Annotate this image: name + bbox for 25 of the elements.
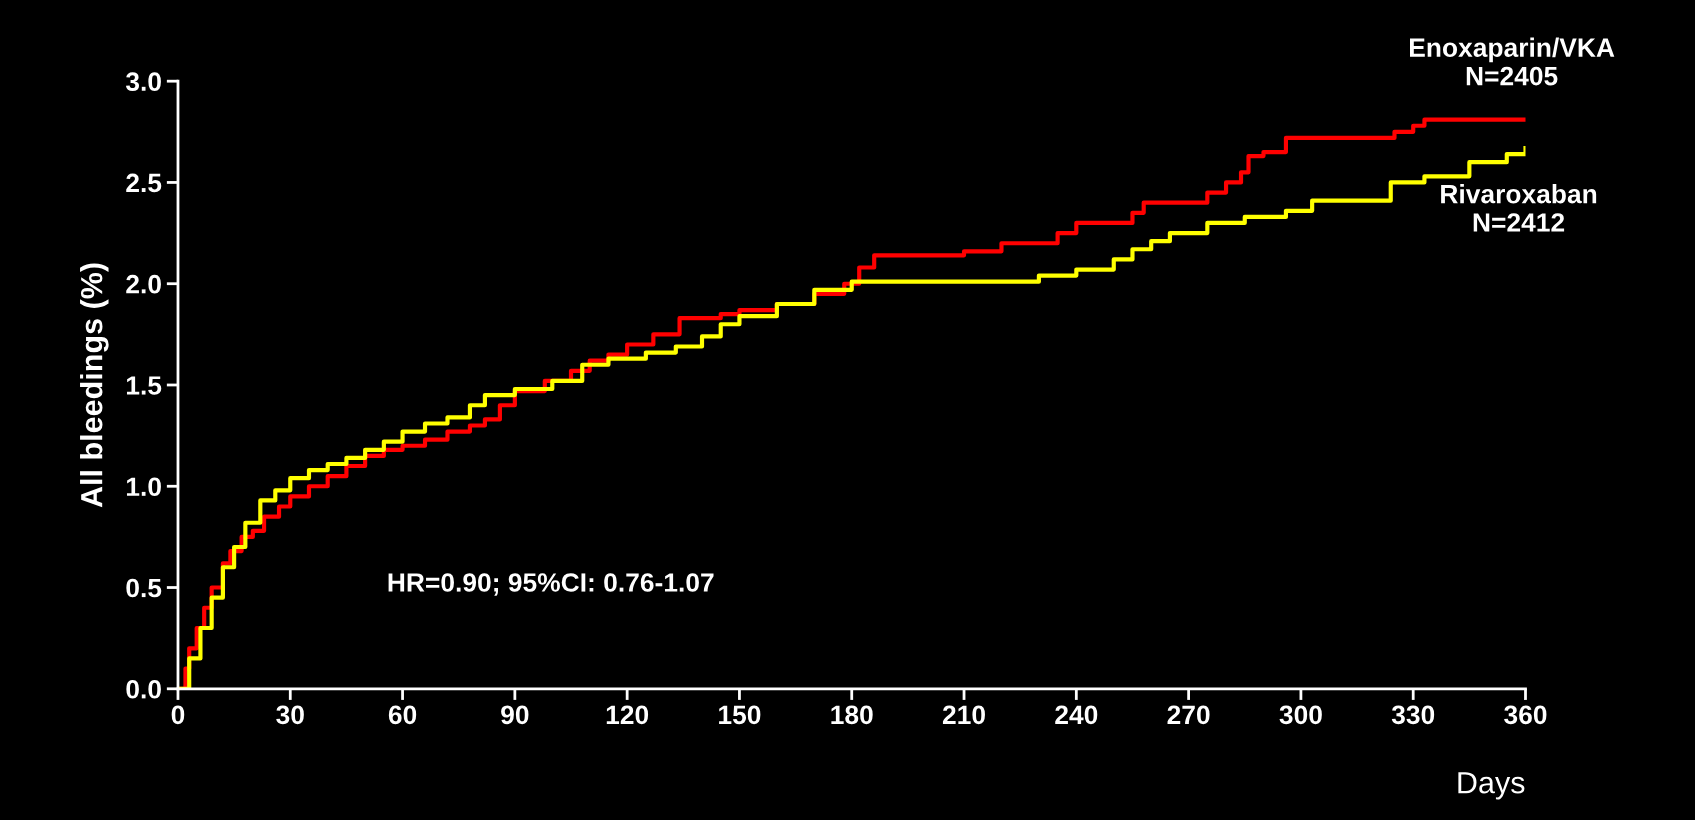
x-tick-label: 270	[1167, 705, 1210, 725]
y-tick-label: 2.0	[126, 274, 161, 294]
series-label: Enoxaparin/VKA N=2405	[1410, 37, 1615, 86]
y-tick-label: 0.0	[126, 679, 161, 699]
y-tick-label: 1.0	[126, 477, 161, 497]
x-tick-label: 30	[276, 705, 304, 725]
x-tick-label: 180	[831, 705, 873, 725]
x-tick-label: 240	[1055, 705, 1098, 725]
x-tick-label: 150	[719, 705, 761, 725]
x-axis-title: Days	[1458, 772, 1525, 800]
x-tick-label: 0	[171, 705, 185, 725]
x-tick-label: 60	[388, 705, 417, 725]
x-tick-label: 120	[606, 705, 649, 725]
x-tick-label: 210	[942, 705, 985, 725]
y-tick-label: 0.5	[126, 578, 162, 598]
y-tick-label: 1.5	[126, 376, 162, 395]
y-tick-label: 2.5	[126, 173, 162, 193]
x-tick-label: 300	[1279, 705, 1322, 725]
y-tick-label: 3.0	[125, 72, 161, 92]
annotation: HR=0.90; 95%CI: 0.76-1.07	[388, 573, 714, 596]
y-axis-title: All bleedings (%)	[80, 263, 109, 508]
series-label: Rivaroxaban N=2412	[1441, 184, 1597, 232]
x-tick-label: 90	[501, 705, 529, 725]
x-tick-label: 360	[1504, 705, 1547, 725]
x-tick-label: 330	[1391, 705, 1435, 725]
